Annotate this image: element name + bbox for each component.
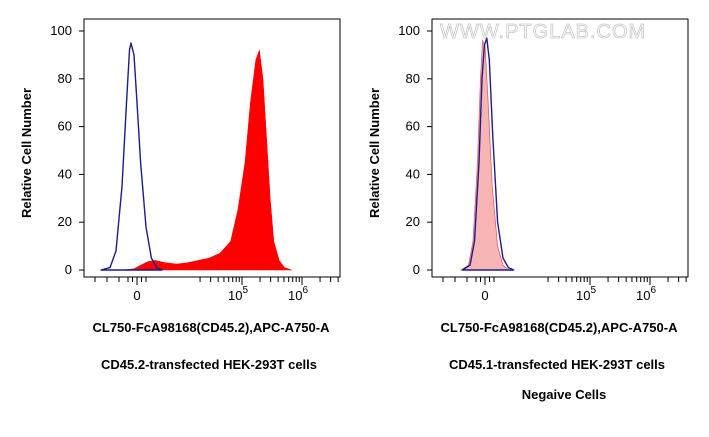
- y-tick-label: 20: [58, 214, 72, 229]
- series-filled_light-histogram: [459, 39, 510, 271]
- x-tick-label: 105: [576, 285, 596, 303]
- y-tick-label: 40: [58, 166, 72, 181]
- y-tick-label: 0: [413, 262, 420, 277]
- y-tick-label: 100: [50, 23, 72, 38]
- right-axes: 0 20 40 60 80 100 0 105 106: [398, 18, 689, 303]
- right-panel: 0 20 40 60 80 100 0 105 106 Relative Cell Number…: [367, 18, 689, 402]
- x-tick-label: 105: [228, 285, 248, 303]
- y-tick-label: 80: [406, 71, 420, 86]
- x-tick-label: 106: [636, 285, 656, 303]
- y-tick-label: 100: [398, 23, 420, 38]
- x-tick-label: 0: [481, 288, 488, 303]
- y-tick-label: 0: [65, 262, 72, 277]
- y-tick-label: 20: [406, 214, 420, 229]
- x-tick-label: 106: [288, 285, 308, 303]
- series-filled-histogram: [121, 50, 292, 271]
- y-tick-label: 40: [406, 166, 420, 181]
- left-ylabel: Relative Cell Number: [19, 88, 34, 218]
- right-note: Negaive Cells: [522, 387, 607, 402]
- left-xlabel: CL750-FcA98168(CD45.2),APC-A750-A: [93, 320, 331, 335]
- right-xlabel: CL750-FcA98168(CD45.2),APC-A750-A: [441, 320, 679, 335]
- y-tick-label: 60: [406, 119, 420, 134]
- x-tick-label: 0: [133, 288, 140, 303]
- right-ylabel: Relative Cell Number: [367, 88, 382, 218]
- left-caption: CD45.2-transfected HEK-293T cells: [101, 357, 317, 372]
- series-outline-histogram: [100, 42, 163, 271]
- left-panel: 0 20 40 60 80 100 0 105 106 Relative Cell Number…: [19, 18, 341, 372]
- plot-frame: [431, 18, 689, 278]
- right-caption: CD45.1-transfected HEK-293T cells: [449, 357, 665, 372]
- watermark: WWW.PTGLAB.COM: [440, 21, 646, 43]
- y-tick-label: 60: [58, 119, 72, 134]
- left-axes: 0 20 40 60 80 100 0 105 106: [50, 18, 341, 303]
- plot-frame: [83, 18, 341, 278]
- y-tick-label: 80: [58, 71, 72, 86]
- series-outline-histogram: [461, 37, 515, 271]
